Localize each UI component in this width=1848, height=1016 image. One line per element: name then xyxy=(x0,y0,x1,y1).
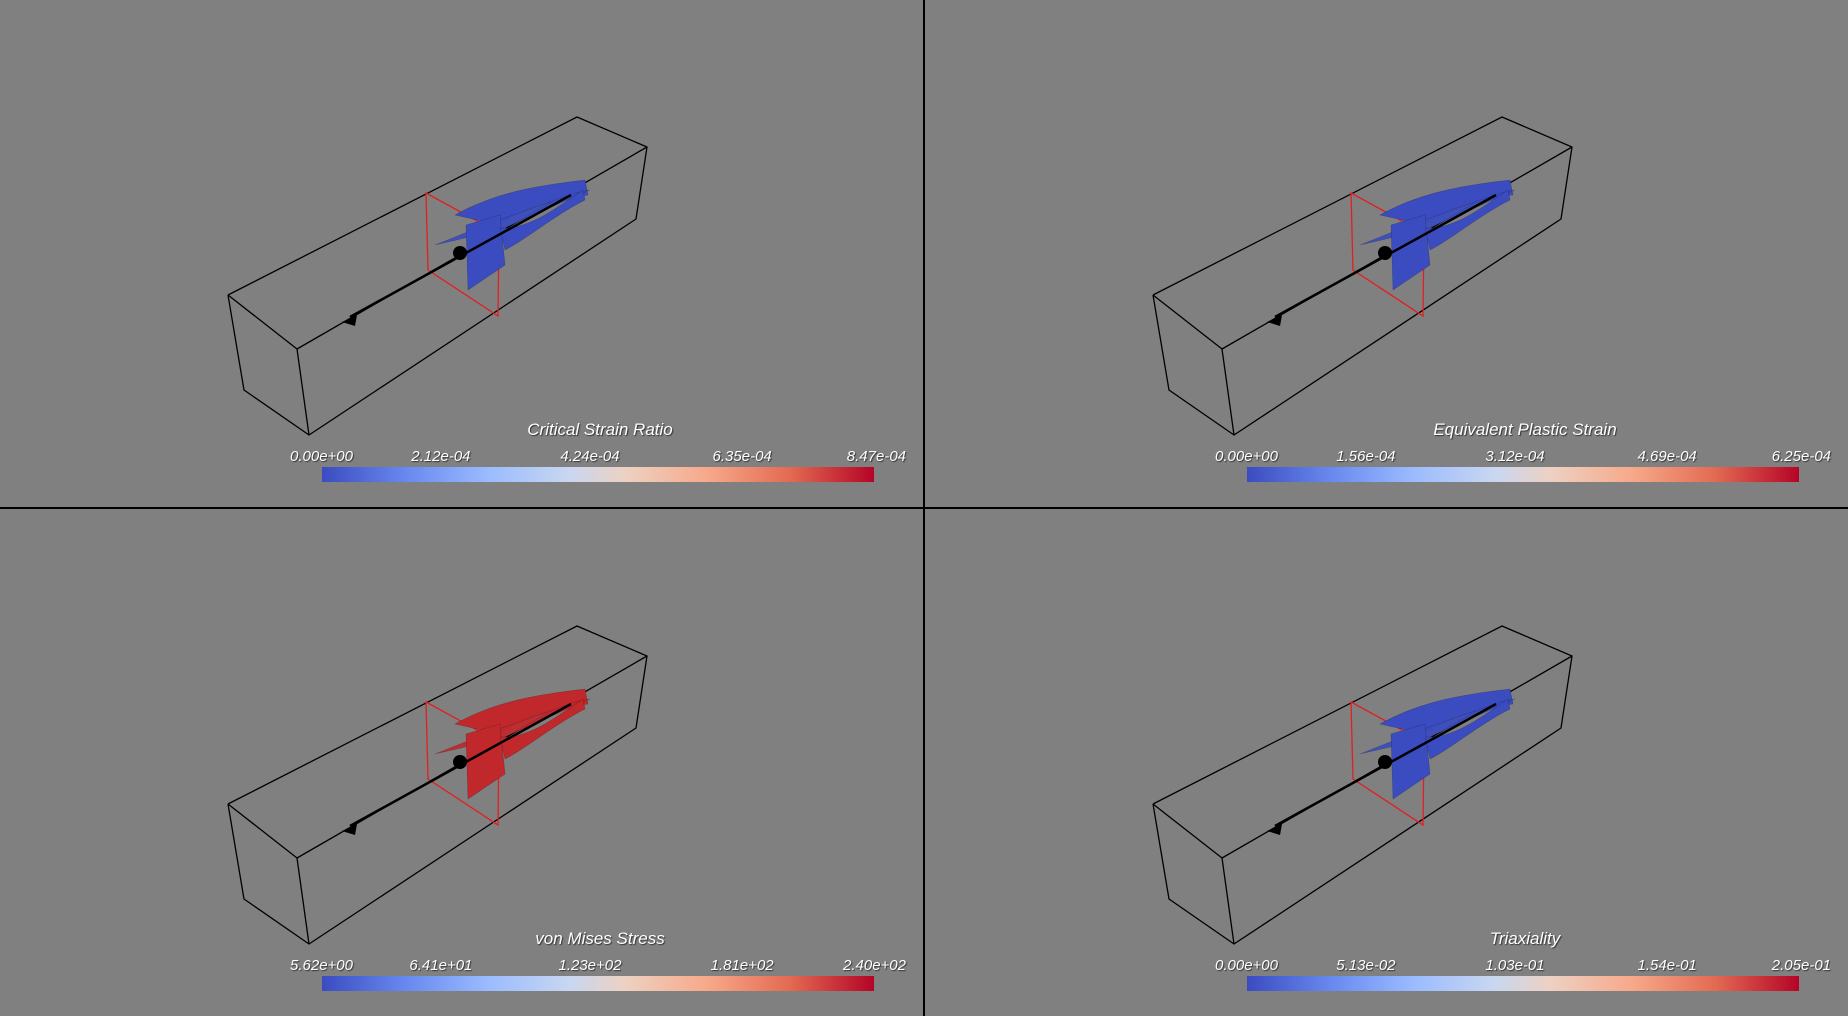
colorbar-tick-label: 1.54e-01 xyxy=(1637,957,1697,974)
render-viewport-triaxiality[interactable]: Triaxiality 0.00e+00 5.13e-02 1.03e-01 1… xyxy=(925,509,1848,1016)
surface-mesh xyxy=(434,179,591,291)
colorbar[interactable] xyxy=(322,467,874,482)
surface-mesh xyxy=(1359,179,1516,291)
probe-line xyxy=(1267,193,1497,326)
colorbar[interactable] xyxy=(1247,976,1799,991)
colorbar-tick-label: 1.03e-01 xyxy=(1485,957,1545,974)
colorbar-tick-label: 4.24e-04 xyxy=(560,448,620,465)
probe-arrow-icon xyxy=(342,315,357,326)
colorbar-tick-labels: 5.62e+00 6.41e+01 1.23e+02 1.81e+02 2.40… xyxy=(290,957,906,977)
colorbar-tick-label: 2.40e+02 xyxy=(843,957,906,974)
colorbar-tick-label: 6.35e-04 xyxy=(712,448,772,465)
colorbar-tick-label: 1.23e+02 xyxy=(558,957,622,974)
colorbar-tick-label: 1.81e+02 xyxy=(710,957,774,974)
colorbar-title: Equivalent Plastic Strain xyxy=(1433,420,1617,439)
colorbar-tick-label: 3.12e-04 xyxy=(1485,448,1545,465)
colorbar-tick-label: 8.47e-04 xyxy=(846,448,906,465)
colorbar-tick-label: 0.00e+00 xyxy=(290,448,353,465)
colorbar-title: von Mises Stress xyxy=(535,929,665,948)
section-plane xyxy=(425,700,500,827)
colorbar-tick-label: 6.41e+01 xyxy=(409,957,473,974)
3d-scene[interactable] xyxy=(925,0,1848,507)
3d-scene[interactable] xyxy=(0,509,923,1016)
colorbar-tick-label: 5.62e+00 xyxy=(290,957,353,974)
colorbar-tick-label: 0.00e+00 xyxy=(1215,957,1278,974)
section-plane xyxy=(425,191,500,318)
probe-arrow-icon xyxy=(1267,824,1282,835)
colorbar-tick-label: 6.25e-04 xyxy=(1771,448,1831,465)
probe-point-icon xyxy=(1378,246,1392,260)
colorbar[interactable] xyxy=(322,976,874,991)
3d-scene[interactable] xyxy=(925,509,1848,1016)
colorbar-title: Triaxiality xyxy=(1489,929,1561,948)
colorbar[interactable] xyxy=(1247,467,1799,482)
section-plane xyxy=(1350,191,1425,318)
colorbar-tick-label: 2.12e-04 xyxy=(411,448,471,465)
probe-point-icon xyxy=(453,246,467,260)
render-viewport-equivalent-plastic-strain[interactable]: Equivalent Plastic Strain 0.00e+00 1.56e… xyxy=(925,0,1848,507)
colorbar-tick-label: 4.69e-04 xyxy=(1637,448,1697,465)
surface-mesh xyxy=(1359,688,1516,800)
colorbar-tick-label: 5.13e-02 xyxy=(1336,957,1396,974)
section-plane xyxy=(1350,700,1425,827)
render-viewport-critical-strain-ratio[interactable]: Critical Strain Ratio 0.00e+00 2.12e-04 … xyxy=(0,0,923,507)
colorbar-tick-label: 0.00e+00 xyxy=(1215,448,1278,465)
colorbar-tick-labels: 0.00e+00 2.12e-04 4.24e-04 6.35e-04 8.47… xyxy=(290,448,906,468)
probe-line xyxy=(342,193,572,326)
3d-scene[interactable] xyxy=(0,0,923,507)
colorbar-tick-labels: 0.00e+00 1.56e-04 3.12e-04 4.69e-04 6.25… xyxy=(1215,448,1831,468)
colorbar-tick-label: 1.56e-04 xyxy=(1336,448,1396,465)
probe-arrow-icon xyxy=(1267,315,1282,326)
render-viewport-von-mises-stress[interactable]: von Mises Stress 5.62e+00 6.41e+01 1.23e… xyxy=(0,509,923,1016)
probe-arrow-icon xyxy=(342,824,357,835)
probe-point-icon xyxy=(453,755,467,769)
colorbar-tick-label: 2.05e-01 xyxy=(1771,957,1831,974)
colorbar-tick-labels: 0.00e+00 5.13e-02 1.03e-01 1.54e-01 2.05… xyxy=(1215,957,1831,977)
probe-point-icon xyxy=(1378,755,1392,769)
surface-mesh xyxy=(434,688,591,800)
probe-line xyxy=(342,702,572,835)
probe-line xyxy=(1267,702,1497,835)
colorbar-title: Critical Strain Ratio xyxy=(527,420,673,439)
